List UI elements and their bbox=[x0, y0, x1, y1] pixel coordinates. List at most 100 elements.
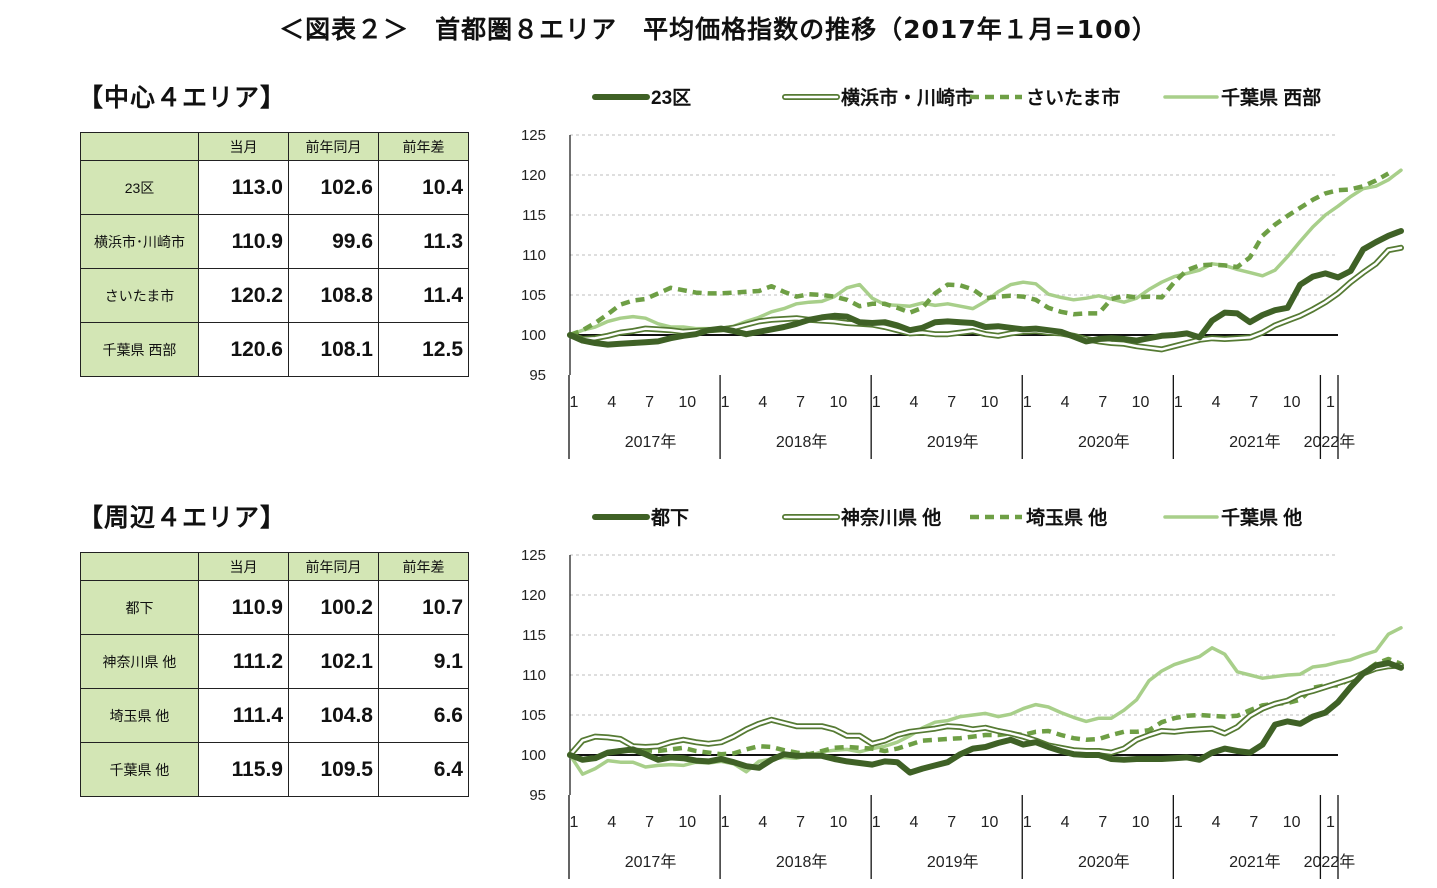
x-tick-label: 4 bbox=[607, 814, 616, 831]
x-tick-label: 4 bbox=[909, 814, 918, 831]
table-corner bbox=[80, 552, 199, 581]
cell-diff: 6.4 bbox=[378, 742, 469, 797]
x-tick-label: 10 bbox=[1132, 394, 1150, 411]
x-tick-label: 7 bbox=[947, 814, 956, 831]
x-tick-label: 1 bbox=[1023, 814, 1032, 831]
x-tick-label: 10 bbox=[981, 394, 999, 411]
x-tick-label: 7 bbox=[796, 394, 805, 411]
table-row: 千葉県 他 115.9 109.5 6.4 bbox=[80, 742, 469, 797]
series-line bbox=[567, 660, 1404, 776]
x-tick-label: 7 bbox=[1249, 814, 1258, 831]
year-label: 2021年 bbox=[1229, 853, 1281, 871]
legend-item: 横浜市・川崎市 bbox=[782, 86, 974, 109]
year-label: 2019年 bbox=[927, 853, 979, 871]
cell-diff: 10.4 bbox=[378, 160, 469, 215]
cell-prev-year: 99.6 bbox=[288, 214, 379, 269]
header-current: 当月 bbox=[198, 552, 289, 581]
table-header-row: 当月 前年同月 前年差 bbox=[80, 552, 469, 581]
series-line bbox=[567, 228, 1404, 348]
table-outer: 当月 前年同月 前年差 都下 110.9 100.2 10.7 神奈川県 他 1… bbox=[80, 552, 469, 797]
table-row: さいたま市 120.2 108.8 11.4 bbox=[80, 268, 469, 323]
legend-label: さいたま市 bbox=[1026, 86, 1120, 109]
x-tick-label: 4 bbox=[1061, 814, 1070, 831]
x-tick-label: 4 bbox=[607, 394, 616, 411]
cell-prev-year: 108.1 bbox=[288, 322, 379, 377]
table-header-row: 当月 前年同月 前年差 bbox=[80, 132, 469, 161]
cell-current: 110.9 bbox=[198, 214, 289, 269]
year-label: 2020年 bbox=[1078, 853, 1130, 871]
y-tick-label: 105 bbox=[521, 287, 546, 304]
x-tick-label: 1 bbox=[721, 394, 730, 411]
x-tick-label: 1 bbox=[570, 814, 579, 831]
legend-label: 埼玉県 他 bbox=[1026, 506, 1107, 529]
x-tick-label: 10 bbox=[981, 814, 999, 831]
series-line-stroke bbox=[569, 171, 1390, 338]
year-label: 2018年 bbox=[776, 853, 828, 871]
x-tick-label: 10 bbox=[829, 814, 847, 831]
y-tick-label: 115 bbox=[522, 207, 546, 224]
section-title-outer: 【周辺４エリア】 bbox=[78, 503, 287, 532]
table-row: 23区 113.0 102.6 10.4 bbox=[80, 160, 469, 215]
cell-prev-year: 102.1 bbox=[288, 634, 379, 689]
table-row: 都下 110.9 100.2 10.7 bbox=[80, 580, 469, 635]
y-tick-label: 105 bbox=[521, 707, 546, 724]
page-title: ＜図表２＞ 首都圏８エリア 平均価格指数の推移（2017年１月=100） bbox=[279, 15, 1158, 44]
row-label: 23区 bbox=[80, 160, 199, 215]
cell-current: 111.4 bbox=[198, 688, 289, 743]
x-tick-label: 10 bbox=[1132, 814, 1150, 831]
y-tick-label: 120 bbox=[521, 167, 546, 184]
x-tick-label: 10 bbox=[1283, 394, 1301, 411]
year-label: 2017年 bbox=[625, 853, 677, 871]
x-tick-label: 1 bbox=[1023, 394, 1032, 411]
legend-label: 神奈川県 他 bbox=[841, 506, 941, 529]
x-tick-label: 4 bbox=[758, 814, 767, 831]
y-tick-label: 120 bbox=[521, 587, 546, 604]
legend-item: 23区 bbox=[592, 88, 691, 109]
x-tick-label: 10 bbox=[1283, 814, 1301, 831]
legend-item: 都下 bbox=[592, 507, 689, 529]
cell-current: 110.9 bbox=[198, 580, 289, 635]
header-diff: 前年差 bbox=[378, 132, 469, 161]
header-current: 当月 bbox=[198, 132, 289, 161]
year-label: 2021年 bbox=[1229, 433, 1281, 451]
legend-item: 埼玉県 他 bbox=[970, 506, 1107, 529]
y-tick-label: 110 bbox=[522, 247, 546, 264]
row-label: 横浜市･川崎市 bbox=[80, 214, 199, 269]
table-row: 埼玉県 他 111.4 104.8 6.6 bbox=[80, 688, 469, 743]
x-tick-label: 1 bbox=[1326, 814, 1335, 831]
series-line-stroke bbox=[568, 664, 1403, 757]
cell-prev-year: 102.6 bbox=[288, 160, 379, 215]
table-corner bbox=[80, 132, 199, 161]
header-diff: 前年差 bbox=[378, 552, 469, 581]
y-tick-label: 115 bbox=[522, 627, 546, 644]
x-tick-label: 7 bbox=[1098, 394, 1107, 411]
x-tick-label: 10 bbox=[829, 394, 847, 411]
x-tick-label: 7 bbox=[947, 394, 956, 411]
y-tick-label: 100 bbox=[521, 747, 546, 764]
row-label: 神奈川県 他 bbox=[80, 634, 199, 689]
cell-diff: 6.6 bbox=[378, 688, 469, 743]
series-line-stroke bbox=[567, 660, 1404, 776]
row-label: 埼玉県 他 bbox=[80, 688, 199, 743]
x-tick-label: 1 bbox=[1326, 394, 1335, 411]
cell-current: 115.9 bbox=[198, 742, 289, 797]
row-label: 都下 bbox=[80, 580, 199, 635]
legend-label: 千葉県 西部 bbox=[1221, 86, 1321, 109]
legend-label: 横浜市・川崎市 bbox=[841, 86, 974, 109]
legend-label: 千葉県 他 bbox=[1221, 506, 1302, 529]
legend-item: さいたま市 bbox=[970, 86, 1120, 109]
year-label: 2019年 bbox=[927, 433, 979, 451]
header-prev-year: 前年同月 bbox=[288, 132, 379, 161]
series-line bbox=[569, 171, 1390, 338]
legend-item: 千葉県 他 bbox=[1163, 506, 1302, 529]
cell-current: 113.0 bbox=[198, 160, 289, 215]
table-central: 当月 前年同月 前年差 23区 113.0 102.6 10.4 横浜市･川崎市… bbox=[80, 132, 469, 377]
year-label: 2022年 bbox=[1304, 853, 1356, 871]
x-tick-label: 4 bbox=[1061, 394, 1070, 411]
year-label: 2018年 bbox=[776, 433, 828, 451]
cell-current: 111.2 bbox=[198, 634, 289, 689]
cell-diff: 10.7 bbox=[378, 580, 469, 635]
x-tick-label: 7 bbox=[796, 814, 805, 831]
section-title-central: 【中心４エリア】 bbox=[78, 83, 287, 112]
row-label: 千葉県 他 bbox=[80, 742, 199, 797]
